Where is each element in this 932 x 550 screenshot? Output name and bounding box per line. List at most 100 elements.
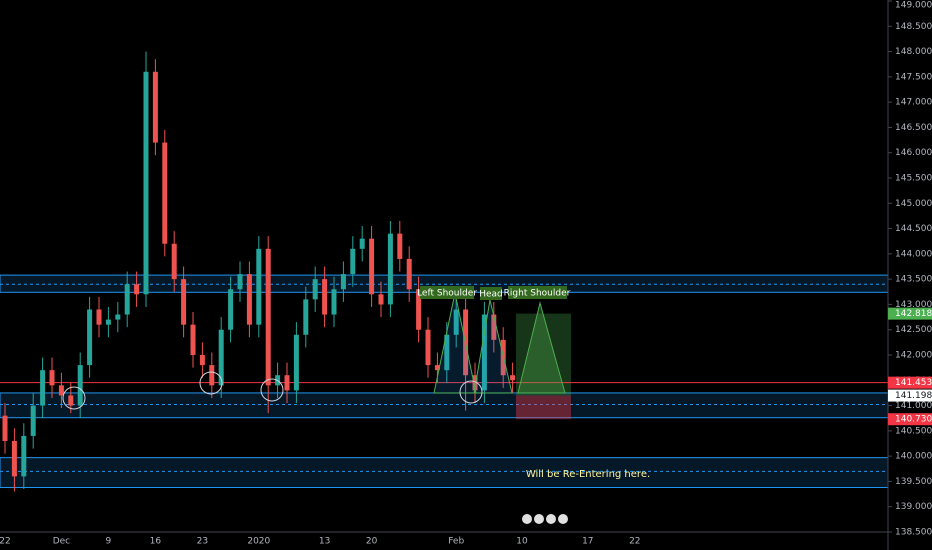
- marks: [2, 51, 516, 492]
- price-label: 142.818: [895, 309, 932, 319]
- candle-body: [2, 415, 8, 441]
- y-tick-label: 149.000: [895, 1, 932, 11]
- x-tick-label: 17: [582, 537, 593, 547]
- pattern: Left Shoulder Head Right Shoulder Will b…: [62, 286, 650, 524]
- y-tick-label: 144.500: [895, 224, 932, 234]
- annotation-box: [420, 286, 474, 299]
- y-tick-label: 146.500: [895, 123, 932, 133]
- price-label-box: [888, 389, 932, 402]
- candle-body: [30, 405, 36, 436]
- touch-circle: [459, 380, 483, 404]
- x-tick-label: 20: [366, 537, 378, 547]
- candle-body: [21, 435, 27, 477]
- y-tick-label: 147.000: [895, 98, 932, 108]
- left-shoulder-triangle: [433, 292, 477, 394]
- y-tick-label: 141.000: [895, 401, 932, 411]
- candle-body: [350, 248, 356, 275]
- price-label: 141.198: [895, 391, 932, 401]
- candle-body: [425, 329, 431, 366]
- y-tick-label: 143.000: [895, 300, 932, 310]
- candle-body: [359, 238, 365, 249]
- y-tick-label: 144.000: [895, 249, 932, 259]
- candle-body: [68, 395, 74, 406]
- candle-body: [134, 284, 140, 295]
- x-tick-label: 23: [197, 537, 208, 547]
- candle-body: [246, 274, 252, 325]
- annotation: Right Shoulder: [504, 289, 571, 299]
- stop-box: [516, 395, 571, 420]
- head-triangle: [473, 299, 513, 394]
- x-tick-label: 16: [150, 537, 162, 547]
- annotation-box: [480, 287, 502, 300]
- candle-body: [312, 279, 318, 300]
- candle-body: [124, 284, 130, 315]
- y-tick-label: 140.500: [895, 426, 932, 436]
- candle-body: [331, 289, 337, 315]
- candle-body: [199, 355, 205, 366]
- candle-body: [143, 71, 149, 295]
- y-tick-label: 148.500: [895, 22, 932, 32]
- annotation: Left Shoulder: [417, 289, 477, 299]
- candle-body: [434, 365, 440, 371]
- touch-circle: [199, 371, 223, 395]
- candle-body: [209, 365, 215, 386]
- icons: [522, 514, 568, 524]
- candle-body: [303, 299, 309, 335]
- candle-body: [491, 314, 497, 340]
- annotation-box: [508, 286, 567, 299]
- y-tick-label: 140.000: [895, 452, 932, 462]
- candle-body: [481, 314, 487, 391]
- candle-body: [378, 294, 384, 305]
- candle-body: [265, 248, 271, 386]
- candle-body: [406, 258, 412, 290]
- candle-body: [256, 248, 262, 325]
- candle-body: [77, 365, 83, 406]
- x-tick-label: 13: [319, 537, 330, 547]
- candle-body: [49, 370, 55, 386]
- y-tick-label: 139.000: [895, 502, 932, 512]
- candle-body: [11, 440, 17, 477]
- target-triangle: [517, 301, 566, 394]
- candle-body: [171, 243, 177, 280]
- touch-circle: [260, 378, 284, 402]
- x-tick-label: 9: [106, 537, 112, 547]
- y-tick-label: 142.000: [895, 351, 932, 361]
- candle-body: [444, 334, 450, 371]
- candle-body: [340, 274, 346, 290]
- candle-body: [293, 334, 299, 391]
- candle-body: [152, 71, 158, 143]
- x-tick-label: Feb: [448, 537, 464, 547]
- x-tick-label: 22: [0, 537, 11, 547]
- touch-circle: [62, 386, 86, 410]
- candle-body: [472, 375, 478, 391]
- x-tick-label: 22: [629, 537, 640, 547]
- x-tick-label: 2020: [247, 537, 270, 547]
- candle-body: [40, 370, 46, 406]
- annotation: Head: [479, 290, 503, 300]
- zone: [0, 457, 889, 488]
- candle-body: [190, 324, 196, 355]
- candle-body: [397, 233, 403, 259]
- y-tick-label: 143.500: [895, 275, 932, 285]
- candle-body: [96, 309, 102, 325]
- candle-body: [387, 233, 393, 305]
- candle-body: [115, 314, 121, 320]
- candle-body: [453, 309, 459, 335]
- y-tick-label: 148.000: [895, 47, 932, 57]
- candle-body: [369, 238, 375, 295]
- candle-body: [228, 289, 234, 330]
- x-tick-label: Dec: [53, 537, 70, 547]
- candle-body: [218, 329, 224, 386]
- price-label-box: [888, 307, 932, 320]
- price-label: 140.730: [895, 415, 932, 425]
- y-tick-label: 146.000: [895, 148, 932, 158]
- annotation: Will be Re-Entering here.: [526, 469, 650, 480]
- y-tick-label: 142.500: [895, 325, 932, 335]
- candle-body: [237, 274, 243, 290]
- zones: [0, 274, 889, 488]
- candle-body: [105, 319, 111, 325]
- candle-body: [87, 309, 93, 366]
